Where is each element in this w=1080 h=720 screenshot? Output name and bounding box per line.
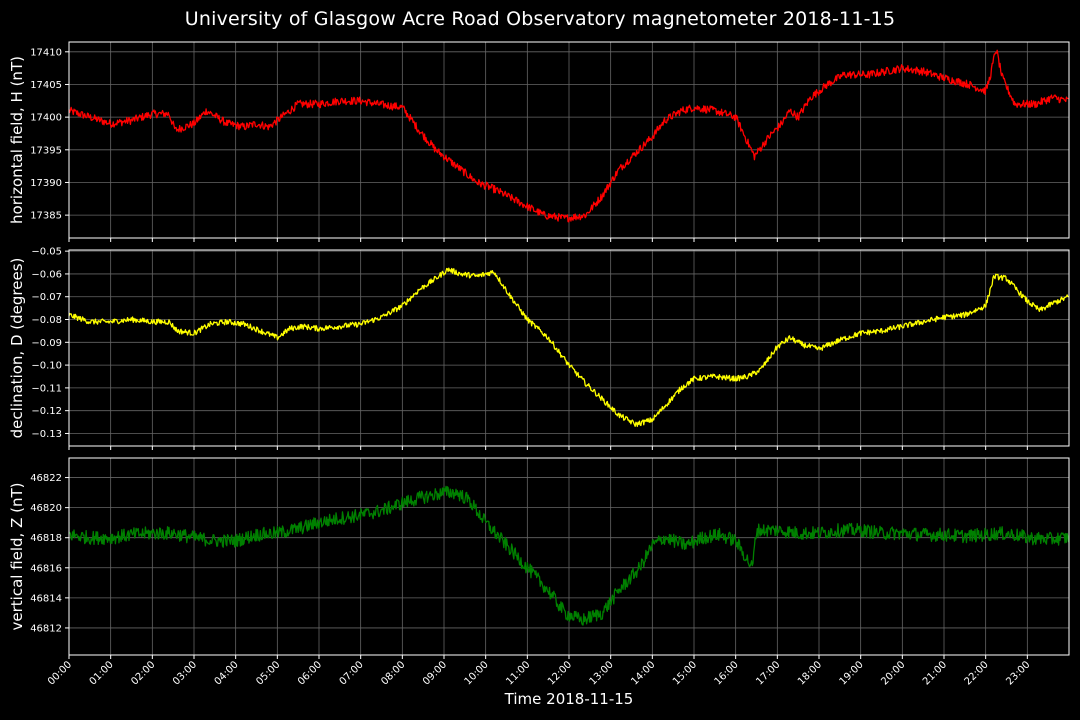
x-tick-label: 06:00 <box>296 659 324 687</box>
x-tick-label: 10:00 <box>463 659 491 687</box>
y-tick-label: 46812 <box>30 623 62 634</box>
x-tick-label: 15:00 <box>671 659 699 687</box>
x-tick-label: 11:00 <box>504 659 532 687</box>
series-line <box>68 49 1069 223</box>
x-tick-label: 23:00 <box>1004 659 1032 687</box>
y-tick-label: 17390 <box>30 178 62 189</box>
y-axis-label: declination, D (degrees) <box>8 258 26 439</box>
x-tick-label: 13:00 <box>588 659 616 687</box>
x-tick-label: 08:00 <box>379 659 407 687</box>
x-tick-label: 21:00 <box>921 659 949 687</box>
x-tick-label: 00:00 <box>46 659 74 687</box>
y-tick-label: −0.12 <box>31 406 62 417</box>
y-tick-label: 17410 <box>30 47 62 58</box>
y-tick-label: 46820 <box>30 503 62 514</box>
y-tick-label: −0.13 <box>31 429 62 440</box>
y-tick-label: 17405 <box>30 80 62 91</box>
x-tick-label: 04:00 <box>213 659 241 687</box>
y-tick-label: −0.10 <box>31 361 62 372</box>
panel-2: −0.13 −0.12 −0.11 −0.10 −0.09 −0.08 −0.07 −0.06… <box>8 247 1070 450</box>
y-tick-label: −0.06 <box>31 269 62 280</box>
x-tick-label: 01:00 <box>88 659 116 687</box>
plot-frame <box>68 41 1070 239</box>
x-tick-label: 12:00 <box>546 659 574 687</box>
series-line <box>68 267 1069 427</box>
y-tick-label: 46814 <box>30 593 62 604</box>
y-tick-label: −0.05 <box>31 247 62 258</box>
x-tick-label: 17:00 <box>754 659 782 687</box>
panel-1: 17385 17390 17395 17400 17405 17410 horizontal… <box>8 41 1070 242</box>
chart-title: University of Glasgow Acre Road Observat… <box>184 8 896 30</box>
panel-3: 46812 46814 46816 46818 46820 46822 vertical f… <box>8 457 1070 659</box>
plot-frame <box>68 457 1070 656</box>
plot-frame <box>68 249 1070 447</box>
y-tick-label: −0.09 <box>31 338 62 349</box>
y-tick-label: 46818 <box>30 533 62 544</box>
series-line <box>68 485 1070 626</box>
x-tick-label: 07:00 <box>338 659 366 687</box>
y-tick-label: 17395 <box>30 145 62 156</box>
x-tick-label: 20:00 <box>879 659 907 687</box>
x-tick-label: 16:00 <box>713 659 741 687</box>
y-tick-label: −0.07 <box>31 292 62 303</box>
y-tick-label: −0.08 <box>31 315 62 326</box>
y-axis-label: vertical field, Z (nT) <box>8 482 26 630</box>
x-tick-label: 02:00 <box>129 659 157 687</box>
y-tick-label: 17400 <box>30 113 62 124</box>
x-tick-label: 14:00 <box>629 659 657 687</box>
y-tick-label: −0.11 <box>31 383 62 394</box>
y-tick-label: 46822 <box>30 473 62 484</box>
x-tick-label: 18:00 <box>796 659 824 687</box>
x-axis-label: Time 2018-11-15 <box>504 690 634 708</box>
x-tick-label: 19:00 <box>838 659 866 687</box>
x-tick-label: 03:00 <box>171 659 199 687</box>
x-tick-label: 22:00 <box>963 659 991 687</box>
y-tick-label: 46816 <box>30 563 62 574</box>
x-tick-label: 05:00 <box>254 659 282 687</box>
x-tick-label: 09:00 <box>421 659 449 687</box>
y-axis-label: horizontal field, H (nT) <box>8 56 26 224</box>
y-tick-label: 17385 <box>30 211 62 222</box>
